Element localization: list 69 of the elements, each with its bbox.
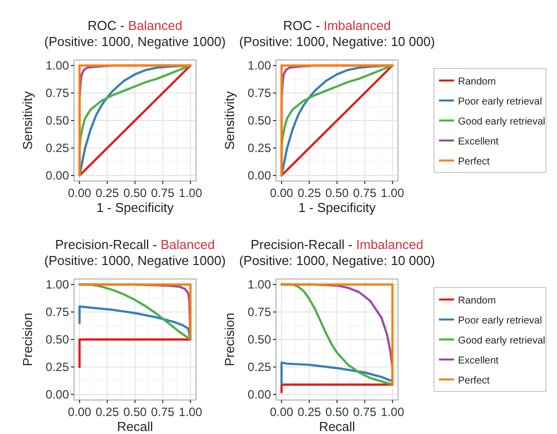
y-tick-label: 0.50	[248, 114, 272, 128]
legend-label: Perfect	[458, 376, 490, 386]
y-tick-label: 0.75	[46, 305, 70, 319]
y-tick-label: 0.75	[46, 86, 70, 100]
y-axis-title: Sensitivity	[20, 90, 35, 150]
x-tick-label: 1.00	[380, 186, 404, 200]
x-tick-label: 0.00	[68, 186, 92, 200]
chart-subtitle: (Positive: 1000, Negative: 10 000)	[239, 34, 435, 49]
x-tick-label: 0.75	[151, 405, 175, 419]
x-axis-title: 1 - Specificity	[298, 200, 376, 215]
chart-title: ROC - Balanced	[88, 18, 182, 33]
x-tick-label: 0.25	[298, 186, 322, 200]
chart-title: Precision-Recall - Balanced	[55, 237, 215, 252]
x-tick-label: 0.00	[270, 405, 294, 419]
x-tick-label: 0.25	[96, 405, 120, 419]
x-tick-label: 1.00	[178, 405, 202, 419]
legend-label: Poor early retrieval	[458, 96, 542, 108]
y-tick-label: 0.50	[46, 114, 70, 128]
x-tick-label: 1.00	[178, 186, 202, 200]
x-axis-title: Recall	[116, 419, 154, 434]
legend-label: Good early retrieval	[458, 116, 546, 128]
y-tick-label: 1.00	[248, 278, 272, 292]
chart-subtitle: (Positive: 1000, Negative 1000)	[44, 34, 226, 49]
y-axis-title: Precision	[20, 312, 35, 366]
x-tick-label: 0.25	[96, 186, 120, 200]
x-tick-label: 0.00	[68, 405, 92, 419]
x-tick-label: 0.00	[270, 186, 294, 200]
legend-label: Good early retrieval	[458, 336, 546, 346]
chart-subtitle: (Positive: 1000, Negative 1000)	[44, 253, 226, 268]
y-tick-label: 0.00	[248, 388, 272, 402]
chart-title: ROC - Imbalanced	[283, 18, 391, 33]
x-tick-label: 0.75	[353, 186, 377, 200]
chart-title: Precision-Recall - Imbalanced	[250, 237, 424, 252]
y-tick-label: 0.25	[46, 141, 70, 155]
y-tick-label: 0.00	[248, 168, 272, 182]
line-series	[280, 283, 394, 386]
y-tick-label: 0.75	[248, 305, 272, 319]
legend-label: Perfect	[458, 156, 490, 168]
y-tick-label: 0.75	[248, 86, 272, 100]
line-series	[280, 362, 394, 386]
y-tick-label: 1.00	[46, 58, 70, 72]
x-axis-title: 1 - Specificity	[96, 200, 174, 215]
x-tick-label: 0.50	[123, 186, 147, 200]
y-tick-label: 0.25	[248, 141, 272, 155]
y-axis-title: Sensitivity	[222, 90, 237, 150]
legend-label: Random	[458, 296, 496, 306]
x-tick-label: 0.50	[123, 405, 147, 419]
x-axis-title: Recall	[318, 419, 356, 434]
y-tick-label: 0.50	[46, 332, 70, 346]
x-tick-label: 0.25	[298, 405, 322, 419]
y-tick-label: 0.00	[46, 388, 70, 402]
x-tick-label: 0.50	[325, 186, 349, 200]
y-axis-title: Precision	[222, 312, 237, 366]
x-tick-label: 0.75	[353, 405, 377, 419]
legend-label: Poor early retrieval	[458, 316, 542, 326]
y-tick-label: 0.25	[248, 360, 272, 374]
legend-label: Excellent	[458, 136, 499, 148]
y-tick-label: 1.00	[248, 58, 272, 72]
x-tick-label: 0.50	[325, 405, 349, 419]
legend-label: Random	[458, 76, 496, 88]
line-series	[78, 283, 192, 341]
chart-subtitle: (Positive: 1000, Negative: 10 000)	[239, 253, 435, 268]
y-tick-label: 0.50	[248, 332, 272, 346]
y-tick-label: 0.25	[46, 360, 70, 374]
legend-label: Excellent	[458, 356, 499, 366]
x-tick-label: 1.00	[380, 405, 404, 419]
x-tick-label: 0.75	[151, 186, 175, 200]
y-tick-label: 0.00	[46, 168, 70, 182]
y-tick-label: 1.00	[46, 278, 70, 292]
